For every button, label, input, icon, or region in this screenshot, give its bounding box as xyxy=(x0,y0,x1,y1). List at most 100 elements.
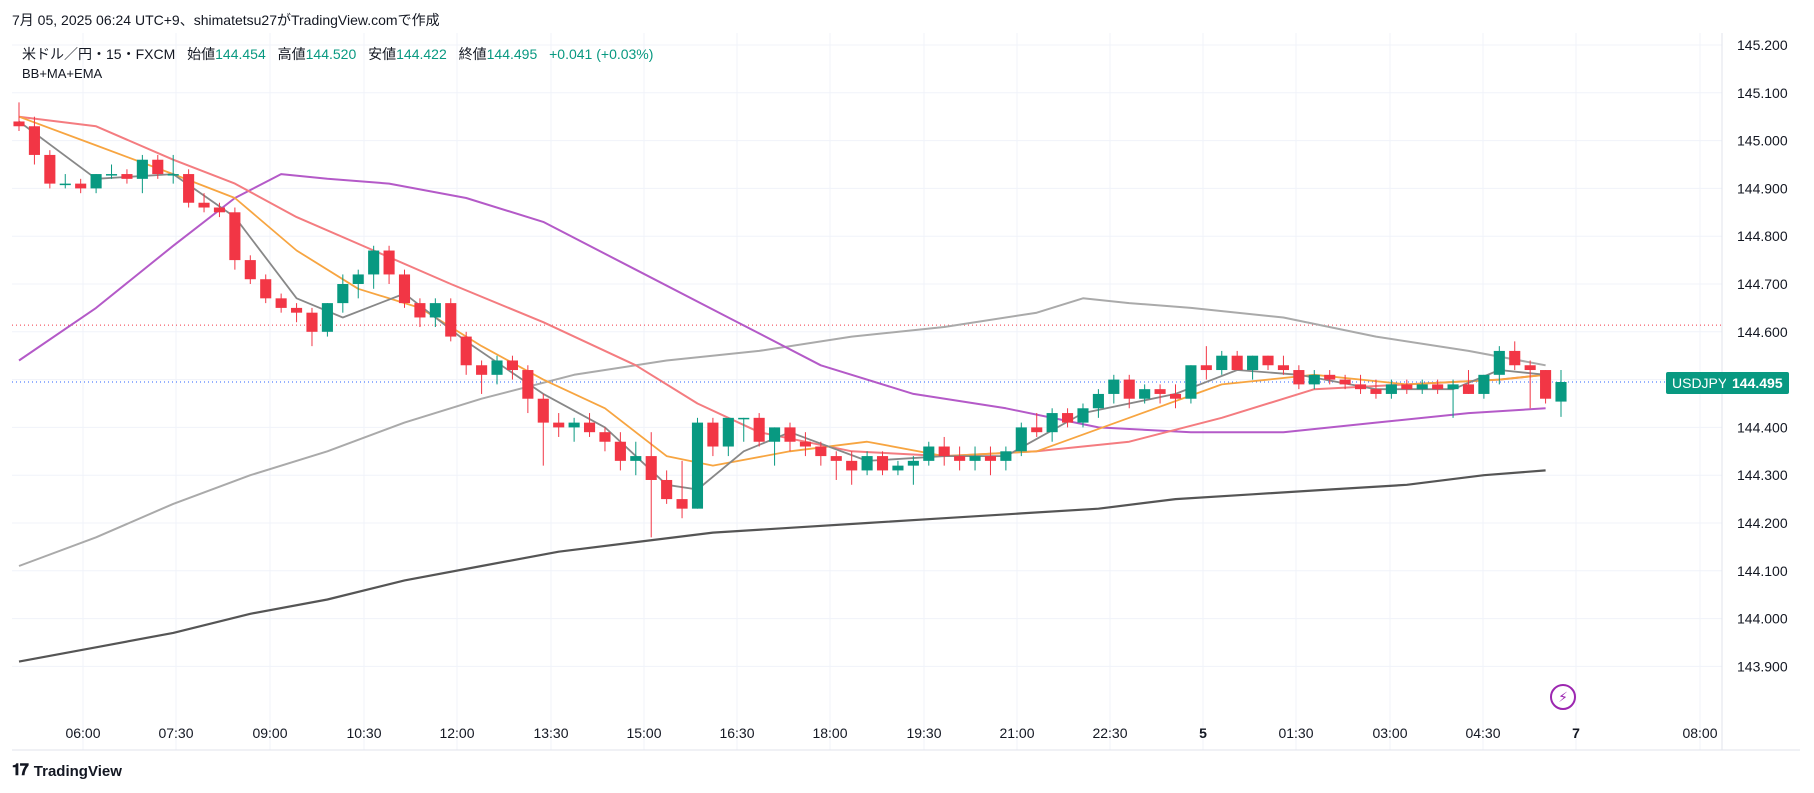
candle-down xyxy=(1324,370,1336,385)
legend-low-label: 安値 xyxy=(368,46,397,62)
candle-body xyxy=(1031,427,1043,433)
candle-body xyxy=(522,370,534,399)
candle-body xyxy=(1509,350,1521,366)
candle-body xyxy=(1432,384,1444,390)
candle-body xyxy=(183,174,195,203)
candle-body xyxy=(892,465,904,471)
candle-up xyxy=(769,427,781,466)
candle-body xyxy=(969,456,981,461)
flash-icon[interactable]: ⚡ xyxy=(1550,684,1576,710)
candle-body xyxy=(661,479,673,500)
candle-down xyxy=(476,360,488,394)
candle-body xyxy=(491,360,503,375)
time-tick-label: 22:30 xyxy=(1092,725,1127,741)
price-tick-label: 144.300 xyxy=(1737,467,1788,483)
candle-body xyxy=(275,298,287,308)
candle-up xyxy=(691,417,704,509)
candle-down xyxy=(1509,341,1521,371)
candle-up xyxy=(1015,422,1027,457)
candle-body xyxy=(1416,384,1428,390)
candle-up xyxy=(861,451,873,476)
time-tick-label: 01:30 xyxy=(1278,725,1313,741)
price-tick-label: 144.000 xyxy=(1737,611,1788,627)
candle-down xyxy=(1540,370,1552,404)
price-axis[interactable]: 145.200 145.100 145.000 144.900 144.800 144.7… xyxy=(1737,37,1788,674)
candle-body xyxy=(753,417,765,442)
candle-body xyxy=(90,174,102,189)
candle-body xyxy=(1262,355,1274,366)
ema_red-line xyxy=(18,115,1546,458)
candle-up xyxy=(892,460,904,476)
candle-body xyxy=(1354,384,1367,390)
time-tick-label: 15:00 xyxy=(626,725,661,741)
candle-down xyxy=(553,413,565,437)
candle-down xyxy=(1354,374,1367,394)
candle-body xyxy=(861,456,873,471)
candle-body xyxy=(1293,370,1305,385)
candle-body xyxy=(352,274,364,284)
tradingview-logo-icon: 𝟏𝟕 xyxy=(12,762,29,779)
candle-body xyxy=(213,207,226,213)
candle-down xyxy=(984,446,997,476)
candle-up xyxy=(1092,389,1104,418)
candle-down xyxy=(1231,350,1243,371)
candle-body xyxy=(105,174,118,176)
indicator-label[interactable]: BB+MA+EMA xyxy=(22,66,103,81)
last-price-tag: 144.495 xyxy=(1726,372,1789,394)
legend-high-label: 高値 xyxy=(277,46,306,62)
candle-body xyxy=(722,417,734,447)
candle-body xyxy=(460,336,472,366)
candle-body xyxy=(383,250,395,275)
price-tick-label: 144.100 xyxy=(1737,563,1788,579)
legend-close-label: 終値 xyxy=(458,46,487,62)
candle-body xyxy=(738,417,750,420)
candle-down xyxy=(614,432,626,471)
candle-down xyxy=(537,393,549,466)
candle-body xyxy=(291,307,303,313)
candle-up xyxy=(1139,384,1151,404)
candle-down xyxy=(753,413,765,447)
candle-body xyxy=(306,312,318,332)
candle-down xyxy=(414,298,426,328)
legend-low: 144.422 xyxy=(396,46,447,62)
time-tick-label: 09:00 xyxy=(252,725,287,741)
price-tick-label: 143.900 xyxy=(1737,658,1788,674)
candle-up xyxy=(1555,370,1567,417)
candle-body xyxy=(1077,408,1089,423)
candle-body xyxy=(1092,393,1104,409)
candle-body xyxy=(1524,365,1536,371)
time-tick-label: 03:00 xyxy=(1372,725,1407,741)
candle-down xyxy=(830,451,842,480)
long_ma-line xyxy=(18,469,1546,663)
candle-down xyxy=(1062,408,1074,428)
time-tick-label: 12:00 xyxy=(439,725,474,741)
time-tick-label: 08:00 xyxy=(1682,725,1717,741)
time-axis[interactable]: 06:00 07:30 09:00 10:30 12:00 13:30 15:00 16:30… xyxy=(65,725,1717,741)
candle-up xyxy=(1308,370,1320,390)
candle-down xyxy=(198,193,210,213)
time-tick-label: 13:30 xyxy=(533,725,568,741)
candles[interactable] xyxy=(13,102,1567,538)
candle-up xyxy=(1000,446,1012,471)
candle-up xyxy=(969,446,981,471)
candle-body xyxy=(815,446,827,457)
candle-body xyxy=(1324,374,1336,380)
time-tick-label: 06:00 xyxy=(65,725,100,741)
legend-open-label: 始値 xyxy=(187,46,216,62)
candle-body xyxy=(414,303,426,318)
candle-body xyxy=(799,441,811,447)
candle-down xyxy=(460,331,472,375)
candle-down xyxy=(229,207,241,270)
candle-down xyxy=(1200,346,1212,380)
candle-down xyxy=(275,293,287,313)
time-tick-label: 16:30 xyxy=(719,725,754,741)
brand-footer[interactable]: 𝟏𝟕 TradingView xyxy=(12,762,122,780)
candle-body xyxy=(121,174,133,179)
candle-body xyxy=(1216,355,1228,371)
candle-down xyxy=(506,355,518,380)
candle-down xyxy=(121,169,133,184)
candle-body xyxy=(1062,413,1074,423)
candle-down xyxy=(1401,379,1413,394)
candle-body xyxy=(198,202,210,208)
